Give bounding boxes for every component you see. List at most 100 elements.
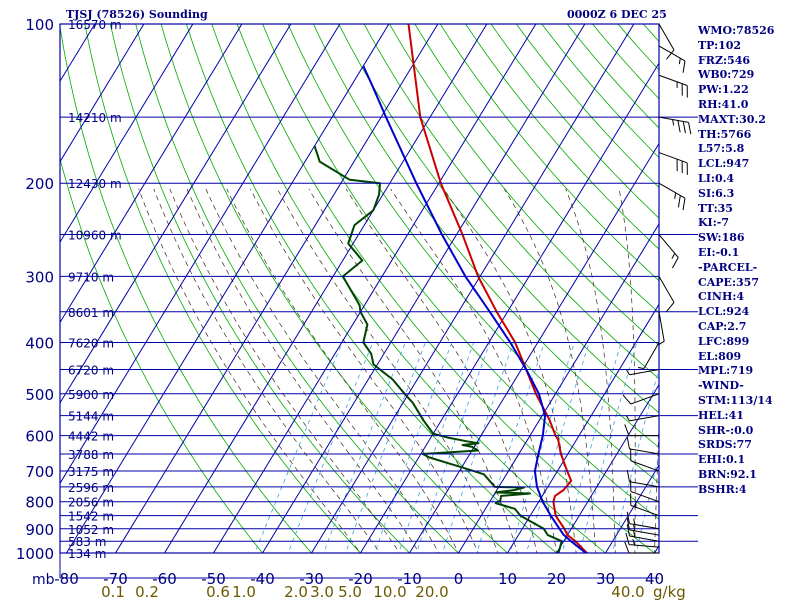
index-item: FRZ:546: [698, 53, 751, 67]
wind-barb: [626, 469, 660, 488]
height-label: 2596 m: [68, 481, 114, 495]
dry-adiabat-line: [211, 24, 607, 553]
wind-barb-staff: [658, 116, 689, 123]
mixing-ratio-line: [561, 342, 622, 553]
mixing-ratio-label: 0.1: [101, 583, 125, 600]
isotherm-line: [409, 142, 659, 553]
height-label: 4442 m: [68, 430, 114, 444]
temperature-tick-label: 10: [498, 570, 517, 588]
dry-adiabat-line: [185, 24, 558, 553]
isotherm-line: [213, 24, 537, 553]
height-label: 2056 m: [68, 496, 114, 510]
index-item: SI:6.3: [698, 186, 735, 200]
wind-barb: [658, 152, 688, 175]
wind-barb-staff: [629, 481, 660, 488]
height-label: 3175 m: [68, 465, 114, 479]
mixing-ratio-line: [525, 342, 590, 553]
index-item: BSHR:4: [698, 482, 747, 496]
mixing-ratio-line: [509, 342, 575, 553]
isotherm-line: [66, 24, 390, 553]
index-item: RH:41.0: [698, 97, 749, 111]
height-label: 7620 m: [68, 336, 114, 350]
wind-barb-staff: [658, 182, 686, 199]
index-item: -WIND-: [698, 379, 744, 393]
wind-barb-staff: [630, 460, 660, 472]
plot-area: [60, 24, 699, 564]
height-label: 3788 m: [68, 448, 114, 462]
dry-adiabat-line: [60, 157, 264, 553]
wind-barb-flag: [682, 198, 686, 211]
index-item: SHR-:0.0: [698, 423, 754, 437]
wind-barb: [658, 45, 686, 73]
moist-adiabat-line: [618, 188, 636, 553]
temperature-tick-label: 40: [645, 570, 664, 588]
index-item: L57:5.8: [698, 142, 745, 156]
mixing-ratio-line: [635, 453, 659, 553]
mixing-ratio-line: [441, 342, 514, 553]
pressure-tick-label: 800: [25, 494, 54, 512]
temperature-tick-label: 30: [596, 570, 615, 588]
mixing-ratio-label: 20.0: [415, 583, 448, 600]
wind-barb-flag: [677, 195, 681, 208]
dry-adiabat-line: [135, 24, 460, 553]
mixing-ratio-label: 40.0: [611, 583, 644, 600]
mixing-ratio-lines: [254, 342, 659, 553]
index-item: LCL:924: [698, 305, 750, 319]
moist-adiabats: [138, 188, 699, 564]
height-label: 5900 m: [68, 388, 114, 402]
wind-barb: [624, 541, 659, 554]
mixing-ratio-line: [287, 342, 374, 553]
temperature-labels: mb -80 -70 -60 -50 -40 -30 -20 -10 0 10 20 30 40: [32, 570, 664, 588]
wind-barb-flag: [677, 120, 681, 133]
wind-barb-flag: [666, 49, 675, 60]
isotherm-line: [115, 24, 439, 553]
dry-adiabat-line: [262, 24, 659, 520]
wind-barb-staff: [630, 491, 660, 503]
wind-barb: [630, 448, 660, 472]
wind-barb-flag: [626, 517, 630, 530]
moist-adiabat-line: [503, 188, 597, 553]
wind-barb-staff: [658, 234, 679, 258]
dry-adiabat-line: [338, 24, 659, 414]
wind-barb-flag: [626, 511, 630, 524]
wind-barb: [626, 511, 660, 530]
isotherms: [60, 24, 659, 553]
index-item: PW:1.22: [698, 83, 749, 97]
index-item: SW:186: [698, 231, 745, 245]
index-item: HEL:41: [698, 408, 744, 422]
wind-barb-flag: [624, 541, 630, 554]
isotherm-line: [262, 24, 586, 553]
wind-barb-flag: [678, 58, 681, 65]
mixing-ratio-label: 5.0: [338, 583, 362, 600]
wind-barb: [658, 74, 688, 98]
moist-adiabat-line: [674, 189, 699, 564]
pressure-tick-label: 600: [25, 428, 54, 446]
moist-adiabat-line: [308, 188, 518, 553]
dry-adiabat-line: [465, 24, 659, 250]
wind-barb: [626, 436, 660, 455]
isotherm-line: [507, 303, 659, 553]
wind-barb: [658, 182, 686, 211]
pressure-tick-label: 200: [25, 175, 54, 193]
index-item: EI:-0.1: [698, 245, 740, 259]
temperature-tick-label: -70: [103, 570, 128, 588]
wind-barb: [658, 276, 675, 312]
temperature-tick-label: -60: [152, 570, 177, 588]
wind-barb-flag: [625, 532, 630, 545]
wind-barb-flag: [671, 253, 676, 259]
height-labels: 16570 m 14210 m 12430 m 10960 m 9710 m 8601 m…: [68, 18, 122, 561]
wind-barb: [625, 415, 660, 422]
dewpoint-line: [313, 145, 563, 553]
wind-barb-flag: [682, 121, 686, 134]
moist-adiabat-line: [390, 188, 557, 553]
wind-barb-flag: [637, 367, 645, 369]
wind-barb-flag: [626, 469, 630, 482]
wind-barb-staff: [658, 23, 675, 51]
index-item: KI:-7: [698, 216, 729, 230]
wind-barb-staff: [630, 393, 660, 405]
height-label: 8601 m: [68, 306, 114, 320]
isotherm-line: [556, 383, 659, 553]
wind-barb: [658, 23, 675, 60]
index-item: EHI:0.1: [698, 453, 746, 467]
wind-barb: [625, 532, 660, 548]
